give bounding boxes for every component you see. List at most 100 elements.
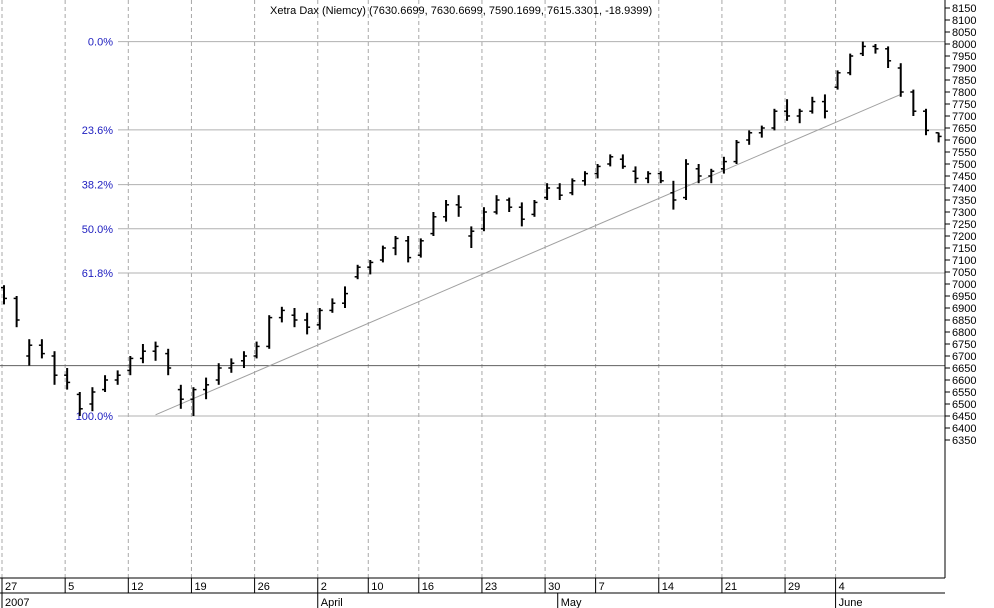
x-tick-label: 16 [422,581,434,593]
ohlc-bar [240,351,247,368]
y-tick-label: 6650 [952,363,976,375]
ohlc-bar [834,70,841,90]
ohlc-bar [392,236,399,256]
y-tick-label: 6850 [952,315,976,327]
x-tick-label: 14 [662,581,674,593]
ohlc-bar [354,264,361,280]
ohlc-bar [632,166,639,184]
ohlc-bar [379,245,386,263]
y-tick-label: 7200 [952,231,976,243]
x-tick-label: 4 [839,581,845,593]
ohlc-bar [316,308,323,330]
ohlc-bar [228,358,235,373]
ohlc-bar [809,96,816,114]
x-tick-label: 2 [321,581,327,593]
ohlc-bar [13,296,20,328]
ohlc-bar [493,195,500,215]
ohlc-bar [645,171,652,184]
ohlc-bar [304,312,311,335]
ohlc-bar [1,285,7,305]
x-tick-label: 5 [68,581,74,593]
y-tick-label: 7650 [952,123,976,135]
ohlc-bar [695,164,702,184]
y-tick-label: 6950 [952,291,976,303]
ohlc-bar [38,339,45,359]
ohlc-bar [784,99,791,121]
ohlc-bar [821,94,828,119]
ohlc-bar [51,351,58,385]
x-tick-label: 23 [485,581,497,593]
month-label: 2007 [5,597,29,608]
x-tick-label: 26 [258,581,270,593]
x-tick-label: 29 [788,581,800,593]
y-tick-label: 7950 [952,51,976,63]
y-tick-label: 8100 [952,15,976,27]
y-tick-label: 7000 [952,279,976,291]
ohlc-bar [796,108,803,124]
ohlc-bar [165,348,172,376]
y-tick-label: 7800 [952,87,976,99]
y-tick-label: 7050 [952,267,976,279]
y-tick-label: 6400 [952,423,976,435]
ohlc-bar [430,212,437,236]
ohlc-bar [367,260,374,275]
y-tick-label: 7550 [952,147,976,159]
ohlc-bar [922,108,929,136]
y-tick-label: 6550 [952,387,976,399]
ohlc-bar [733,140,740,164]
ohlc-bar [872,44,879,54]
fib-level-label: 61.8% [82,268,113,280]
ohlc-bar [266,315,273,349]
ohlc-bar [127,356,134,376]
ohlc-bar [885,46,892,68]
y-tick-label: 6600 [952,375,976,387]
ohlc-bar [291,308,298,328]
y-tick-label: 7300 [952,207,976,219]
ohlc-bar [897,63,904,97]
y-tick-label: 7600 [952,135,976,147]
month-label: April [321,597,343,608]
fib-level-label: 0.0% [88,37,113,49]
ohlc-bar [506,197,513,212]
x-tick-label: 10 [371,581,383,593]
grid-layer [1,0,837,578]
x-tick-label: 21 [725,581,737,593]
ohlc-bar [443,200,450,222]
ohlc-bar [455,195,462,217]
trendline [155,93,901,416]
y-tick-label: 7400 [952,183,976,195]
ohlc-bar [556,183,563,200]
y-tick-label: 6900 [952,303,976,315]
ohlc-bar [859,41,866,56]
y-tick-label: 7450 [952,171,976,183]
ohlc-bar [619,154,626,169]
x-tick-label: 7 [599,581,605,593]
x-tick-label: 12 [131,581,143,593]
ohlc-bar [480,207,487,232]
month-label: May [561,597,582,608]
fib-level-label: 38.2% [82,180,113,192]
price-bars-layer [1,41,942,416]
ohlc-bar [329,298,336,313]
fibonacci-layer: 0.0% 23.6% 38.2% 50.0% 61.8% 100.0% [76,37,945,423]
ohlc-bar [342,286,349,308]
ohlc-bar [152,341,159,361]
ohlc-bar [670,180,677,210]
ohlc-bar [657,171,664,184]
ohlc-bar [278,306,285,323]
ohlc-bar [746,130,753,145]
ohlc-bar [910,89,917,116]
ohlc-bar [531,200,538,217]
y-tick-label: 8150 [952,3,976,15]
ohlc-bar [215,363,222,385]
month-label: June [839,597,863,608]
x-tick-label: 30 [548,581,560,593]
y-tick-label: 7500 [952,159,976,171]
ohlc-bar [758,125,765,138]
ohlc-bar [89,387,96,412]
fib-level-label: 23.6% [82,125,113,137]
